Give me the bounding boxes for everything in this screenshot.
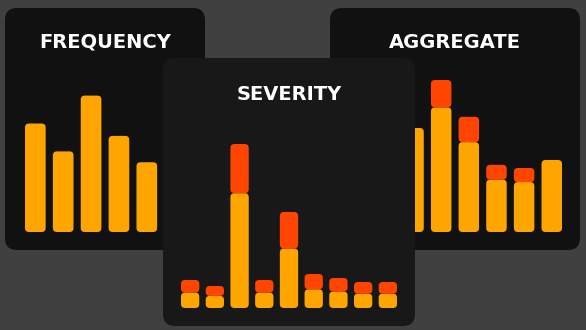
FancyBboxPatch shape — [403, 128, 424, 232]
FancyBboxPatch shape — [255, 280, 274, 293]
FancyBboxPatch shape — [379, 294, 397, 308]
FancyBboxPatch shape — [53, 151, 73, 232]
FancyBboxPatch shape — [280, 212, 298, 248]
FancyBboxPatch shape — [206, 296, 224, 308]
FancyBboxPatch shape — [137, 162, 157, 232]
FancyBboxPatch shape — [255, 293, 274, 308]
FancyBboxPatch shape — [514, 168, 534, 182]
FancyBboxPatch shape — [354, 294, 372, 308]
FancyBboxPatch shape — [329, 278, 347, 291]
FancyBboxPatch shape — [486, 180, 507, 232]
Text: AGGREGATE: AGGREGATE — [389, 32, 521, 51]
FancyBboxPatch shape — [230, 144, 248, 193]
FancyBboxPatch shape — [164, 120, 185, 232]
FancyBboxPatch shape — [541, 160, 562, 232]
FancyBboxPatch shape — [348, 167, 369, 232]
FancyBboxPatch shape — [181, 293, 199, 308]
FancyBboxPatch shape — [459, 117, 479, 142]
FancyBboxPatch shape — [376, 157, 396, 172]
FancyBboxPatch shape — [329, 291, 347, 308]
Text: SEVERITY: SEVERITY — [236, 84, 342, 104]
FancyBboxPatch shape — [108, 136, 130, 232]
FancyBboxPatch shape — [330, 8, 580, 250]
FancyBboxPatch shape — [163, 58, 415, 326]
FancyBboxPatch shape — [305, 289, 323, 308]
FancyBboxPatch shape — [431, 107, 451, 232]
FancyBboxPatch shape — [379, 282, 397, 294]
FancyBboxPatch shape — [354, 282, 372, 294]
FancyBboxPatch shape — [181, 280, 199, 293]
FancyBboxPatch shape — [230, 193, 248, 308]
FancyBboxPatch shape — [280, 248, 298, 308]
FancyBboxPatch shape — [348, 149, 369, 167]
FancyBboxPatch shape — [514, 182, 534, 232]
FancyBboxPatch shape — [486, 165, 507, 180]
FancyBboxPatch shape — [305, 274, 323, 289]
FancyBboxPatch shape — [376, 172, 396, 232]
FancyBboxPatch shape — [206, 286, 224, 296]
FancyBboxPatch shape — [25, 123, 46, 232]
FancyBboxPatch shape — [431, 80, 451, 107]
FancyBboxPatch shape — [459, 142, 479, 232]
Text: FREQUENCY: FREQUENCY — [39, 32, 171, 51]
FancyBboxPatch shape — [81, 96, 101, 232]
FancyBboxPatch shape — [5, 8, 205, 250]
